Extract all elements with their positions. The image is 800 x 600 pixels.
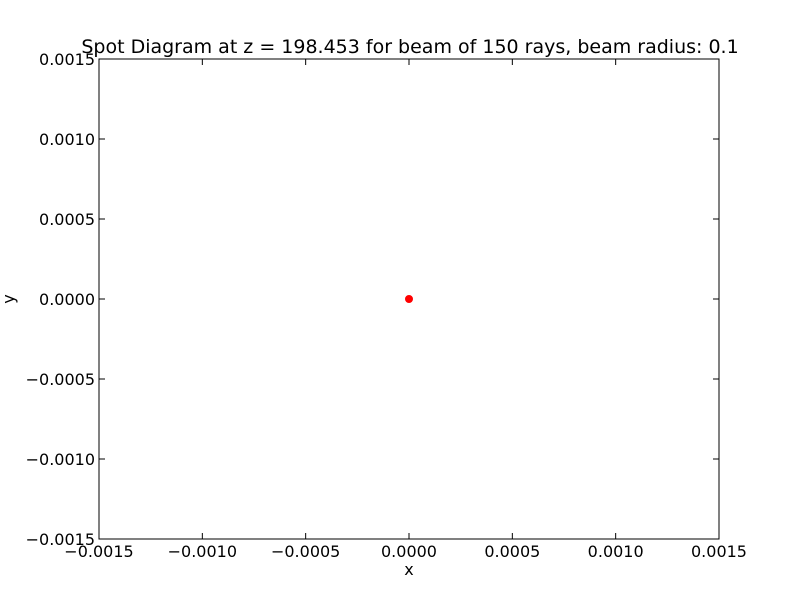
data-points [405, 295, 413, 303]
x-tick-label: 0.0000 [381, 542, 437, 561]
chart-title: Spot Diagram at z = 198.453 for beam of … [81, 36, 738, 58]
y-axis-ticks: −0.0015 −0.0010 −0.0005 0.0000 0.0005 0.0010 0… [26, 50, 719, 549]
x-tick-label: 0.0005 [484, 542, 540, 561]
x-tick-label: −0.0015 [64, 542, 133, 561]
x-axis-ticks: −0.0015 −0.0010 −0.0005 0.0000 0.0005 0.0010 0… [64, 59, 747, 561]
x-tick-label: 0.0015 [691, 542, 747, 561]
y-tick-label: 0.0015 [39, 50, 95, 69]
y-tick-label: 0.0000 [39, 290, 95, 309]
y-tick-label: 0.0005 [39, 210, 95, 229]
y-tick-label: 0.0010 [39, 130, 95, 149]
data-point [405, 295, 413, 303]
x-axis-label: x [404, 560, 413, 579]
x-tick-label: −0.0005 [271, 542, 340, 561]
y-axis-label: y [0, 294, 18, 303]
x-tick-label: −0.0010 [168, 542, 237, 561]
y-tick-label: −0.0005 [26, 370, 95, 389]
y-tick-label: −0.0010 [26, 450, 95, 469]
y-tick-label: −0.0015 [26, 530, 95, 549]
x-tick-label: 0.0010 [588, 542, 644, 561]
